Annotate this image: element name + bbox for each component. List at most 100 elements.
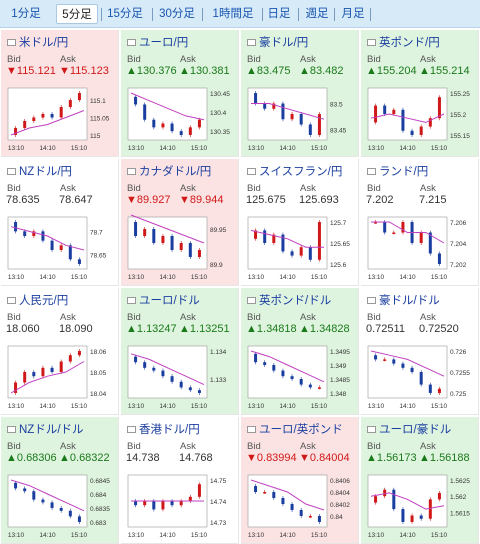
rate-card[interactable]: スイスフラン/円 Bid Ask 125.675 125.693 125.7 125.65 1… — [241, 159, 359, 286]
rate-card[interactable]: 英ポンド/ドル Bid Ask ▲1.34818 ▲1.34828 1.3495 1.349… — [241, 288, 359, 415]
ask-label: Ask — [180, 183, 196, 194]
pair-title[interactable]: 人民元/円 — [7, 292, 69, 307]
trend-arrow-icon: ▲ — [419, 65, 430, 77]
pair-title[interactable]: スイスフラン/円 — [247, 163, 343, 178]
mini-chart[interactable]: 18.06 18.05 18.04 13:10 14:10 15:10 — [5, 342, 117, 412]
mini-chart[interactable]: 0.726 0.7255 0.725 13:10 14:10 15:10 — [365, 342, 477, 412]
ask-label: Ask — [420, 441, 436, 452]
candle — [419, 126, 423, 135]
pair-name[interactable]: ユーロ/豪ドル — [379, 424, 452, 436]
mini-chart[interactable]: 83.5 83.45 13:10 14:10 15:10 — [245, 84, 357, 154]
mini-chart[interactable]: 1.5625 1.562 1.5615 13:10 14:10 15:10 — [365, 471, 477, 541]
pair-name[interactable]: 豪ドル/ドル — [379, 295, 440, 307]
pair-title[interactable]: ユーロ/英ポンド — [247, 421, 343, 436]
pair-title[interactable]: カナダドル/円 — [127, 163, 212, 178]
mini-chart[interactable]: 125.7 125.65 125.6 13:10 14:10 15:10 — [245, 213, 357, 283]
pair-name[interactable]: 人民元/円 — [19, 295, 69, 307]
moving-average-line — [130, 353, 205, 386]
rate-card[interactable]: 人民元/円 Bid Ask 18.060 18.090 18.06 18.05 18.04 13… — [1, 288, 119, 415]
rate-card[interactable]: カナダドル/円 Bid Ask ▼89.927 ▼89.944 89.95 89.9 13:1… — [121, 159, 239, 286]
candle — [143, 501, 147, 506]
pair-name[interactable]: 英ポンド/円 — [379, 37, 440, 49]
tab-timeframe-5[interactable]: 日足 — [267, 8, 291, 20]
tab-separator — [262, 8, 263, 21]
rate-card[interactable]: ユーロ/円 Bid Ask ▲130.376 ▲130.381 130.45 130.4 13… — [121, 30, 239, 157]
rate-card[interactable]: 豪ドル/ドル Bid Ask 0.72511 0.72520 0.726 0.7255 0.7… — [361, 288, 479, 415]
candle — [383, 489, 387, 497]
rate-card[interactable]: ユーロ/豪ドル Bid Ask ▲1.56173 ▲1.56188 1.5625 1.562… — [361, 417, 479, 544]
mini-chart[interactable]: 130.45 130.4 130.35 13:10 14:10 15:10 — [125, 84, 237, 154]
rate-card[interactable]: 米ドル/円 Bid Ask ▼115.121 ▼115.123 115.1 115.05 11… — [1, 30, 119, 157]
mini-chart[interactable]: 155.25 155.2 155.15 13:10 14:10 15:10 — [365, 84, 477, 154]
pair-title[interactable]: NZドル/ドル — [7, 421, 84, 436]
pair-title[interactable]: ユーロ/円 — [127, 34, 189, 49]
rate-card[interactable]: ユーロ/ドル Bid Ask ▲1.13247 ▲1.13251 1.134 1.133 13… — [121, 288, 239, 415]
rate-card[interactable]: ユーロ/英ポンド Bid Ask ▼0.83994 ▼0.84004 0.8406 0.84… — [241, 417, 359, 544]
candle — [32, 372, 36, 377]
mini-chart[interactable]: 1.3495 1.349 1.3485 1.348 13:10 14:10 15:10 — [245, 342, 357, 412]
candle — [68, 510, 72, 517]
pair-name[interactable]: ユーロ/円 — [139, 37, 189, 49]
tab-timeframe-4[interactable]: 1時間足 — [212, 8, 254, 20]
mini-chart[interactable]: 7.206 7.204 7.202 13:10 14:10 15:10 — [365, 213, 477, 283]
y-tick-label: 18.06 — [90, 349, 107, 356]
pair-name[interactable]: NZドル/ドル — [19, 424, 84, 436]
candle — [179, 501, 183, 506]
tab-timeframe-0[interactable]: 1分足 — [11, 8, 41, 20]
tab-timeframe-3[interactable]: 30分足 — [159, 8, 195, 20]
bid-number: 1.13247 — [136, 323, 177, 335]
mini-chart[interactable]: 0.8406 0.8404 0.8402 0.84 13:10 14:10 15:10 — [245, 471, 357, 541]
candle — [77, 516, 81, 522]
candle — [179, 243, 183, 250]
moving-average-line — [251, 103, 325, 120]
mini-chart[interactable]: 14.75 14.74 14.73 13:10 14:10 15:10 — [125, 471, 237, 541]
pair-title[interactable]: 米ドル/円 — [7, 34, 69, 49]
tab-timeframe-1[interactable]: 5分足 — [56, 4, 98, 24]
pair-name[interactable]: 米ドル/円 — [19, 37, 69, 49]
rate-card[interactable]: 豪ドル/円 Bid Ask ▲83.475 ▲83.482 83.5 83.45 13:10 1… — [241, 30, 359, 157]
pair-name[interactable]: ユーロ/英ポンド — [259, 424, 343, 436]
mini-chart[interactable]: 115.1 115.05 115 13:10 14:10 15:10 — [5, 84, 117, 154]
pair-name[interactable]: ランド/円 — [379, 166, 429, 178]
x-tick-label: 14:10 — [159, 145, 176, 152]
mini-chart[interactable]: 0.6845 0.684 0.6835 0.683 13:10 14:10 15:10 — [5, 471, 117, 541]
rate-card[interactable]: ランド/円 Bid Ask 7.202 7.215 7.206 7.204 7.202 13:1… — [361, 159, 479, 286]
tab-timeframe-2[interactable]: 15分足 — [107, 8, 143, 20]
pair-name[interactable]: スイスフラン/円 — [259, 166, 343, 178]
pair-name[interactable]: カナダドル/円 — [139, 166, 212, 178]
pair-name[interactable]: 英ポンド/ドル — [259, 295, 332, 307]
pair-name[interactable]: ユーロ/ドル — [139, 295, 200, 307]
tab-timeframe-7[interactable]: 月足 — [341, 8, 365, 20]
pair-title[interactable]: NZドル/円 — [7, 163, 73, 178]
candle — [254, 486, 258, 493]
pair-title[interactable]: ランド/円 — [367, 163, 429, 178]
ask-number: 78.647 — [59, 194, 93, 206]
y-tick-label: 1.3495 — [330, 349, 350, 356]
mini-chart[interactable]: 78.7 78.65 13:10 14:10 15:10 — [5, 213, 117, 283]
rate-card[interactable]: NZドル/円 Bid Ask 78.635 78.647 78.7 78.65 13:10 14… — [1, 159, 119, 286]
rate-card[interactable]: 香港ドル/円 Bid Ask 14.738 14.768 14.75 14.74 14.73 1… — [121, 417, 239, 544]
pair-title[interactable]: 英ポンド/円 — [367, 34, 440, 49]
ask-label: Ask — [60, 441, 76, 452]
x-tick-label: 13:10 — [368, 274, 385, 281]
y-tick-label: 0.6845 — [90, 478, 110, 485]
pair-title[interactable]: 豪ドル/ドル — [367, 292, 440, 307]
pair-name[interactable]: NZドル/円 — [19, 166, 73, 178]
mini-chart[interactable]: 1.134 1.133 13:10 14:10 15:10 — [125, 342, 237, 412]
candle — [152, 229, 156, 243]
pair-name[interactable]: 香港ドル/円 — [139, 424, 200, 436]
pair-title[interactable]: 英ポンド/ドル — [247, 292, 332, 307]
pair-title[interactable]: 香港ドル/円 — [127, 421, 200, 436]
mini-chart[interactable]: 89.95 89.9 13:10 14:10 15:10 — [125, 213, 237, 283]
pair-title[interactable]: ユーロ/ドル — [127, 292, 200, 307]
rate-card[interactable]: NZドル/ドル Bid Ask ▲0.68306 ▲0.68322 0.6845 0.684… — [1, 417, 119, 544]
currency-flag-icon — [367, 39, 376, 46]
candle — [410, 130, 414, 135]
tab-timeframe-6[interactable]: 週足 — [305, 8, 329, 20]
moving-average-line — [371, 221, 445, 244]
rate-card[interactable]: 英ポンド/円 Bid Ask ▲155.204 ▲155.214 155.25 155.2 1… — [361, 30, 479, 157]
pair-name[interactable]: 豪ドル/円 — [259, 37, 309, 49]
pair-title[interactable]: ユーロ/豪ドル — [367, 421, 452, 436]
pair-title[interactable]: 豪ドル/円 — [247, 34, 309, 49]
candle — [77, 351, 81, 356]
